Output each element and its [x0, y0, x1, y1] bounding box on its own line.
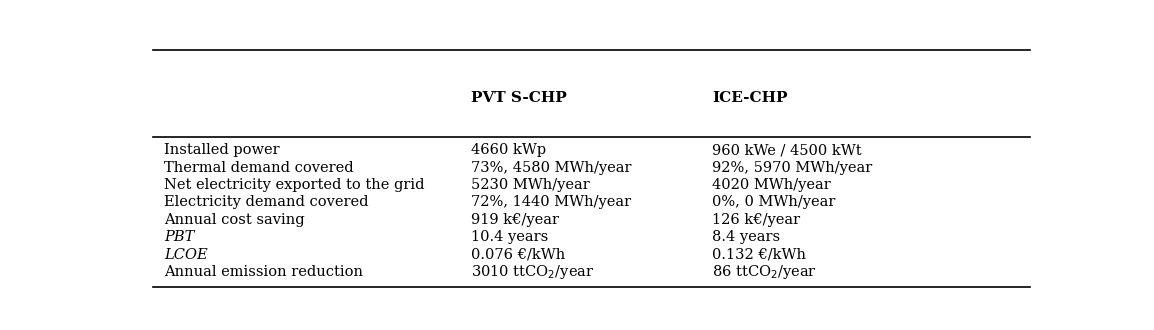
Text: 72%, 1440 MWh/year: 72%, 1440 MWh/year	[471, 195, 631, 209]
Text: 126 k€/year: 126 k€/year	[712, 213, 800, 227]
Text: Annual cost saving: Annual cost saving	[164, 213, 305, 227]
Text: 10.4 years: 10.4 years	[471, 230, 548, 244]
Text: 8.4 years: 8.4 years	[712, 230, 780, 244]
Text: 73%, 4580 MWh/year: 73%, 4580 MWh/year	[471, 160, 631, 175]
Text: 4020 MWh/year: 4020 MWh/year	[712, 178, 831, 192]
Text: 86 ttCO$_2$/year: 86 ttCO$_2$/year	[712, 263, 817, 281]
Text: Electricity demand covered: Electricity demand covered	[164, 195, 368, 209]
Text: ICE-CHP: ICE-CHP	[712, 91, 788, 105]
Text: PBT: PBT	[164, 230, 194, 244]
Text: Net electricity exported to the grid: Net electricity exported to the grid	[164, 178, 425, 192]
Text: 4660 kWp: 4660 kWp	[471, 143, 546, 157]
Text: 0%, 0 MWh/year: 0%, 0 MWh/year	[712, 195, 835, 209]
Text: 92%, 5970 MWh/year: 92%, 5970 MWh/year	[712, 160, 872, 175]
Text: 919 k€/year: 919 k€/year	[471, 213, 559, 227]
Text: 3010 ttCO$_2$/year: 3010 ttCO$_2$/year	[471, 263, 594, 281]
Text: 5230 MWh/year: 5230 MWh/year	[471, 178, 590, 192]
Text: Installed power: Installed power	[164, 143, 279, 157]
Text: Thermal demand covered: Thermal demand covered	[164, 160, 353, 175]
Text: 0.076 €/kWh: 0.076 €/kWh	[471, 248, 565, 262]
Text: 0.132 €/kWh: 0.132 €/kWh	[712, 248, 807, 262]
Text: 960 kWe / 4500 kWt: 960 kWe / 4500 kWt	[712, 143, 862, 157]
Text: PVT S-CHP: PVT S-CHP	[471, 91, 567, 105]
Text: Annual emission reduction: Annual emission reduction	[164, 265, 362, 279]
Text: LCOE: LCOE	[164, 248, 208, 262]
